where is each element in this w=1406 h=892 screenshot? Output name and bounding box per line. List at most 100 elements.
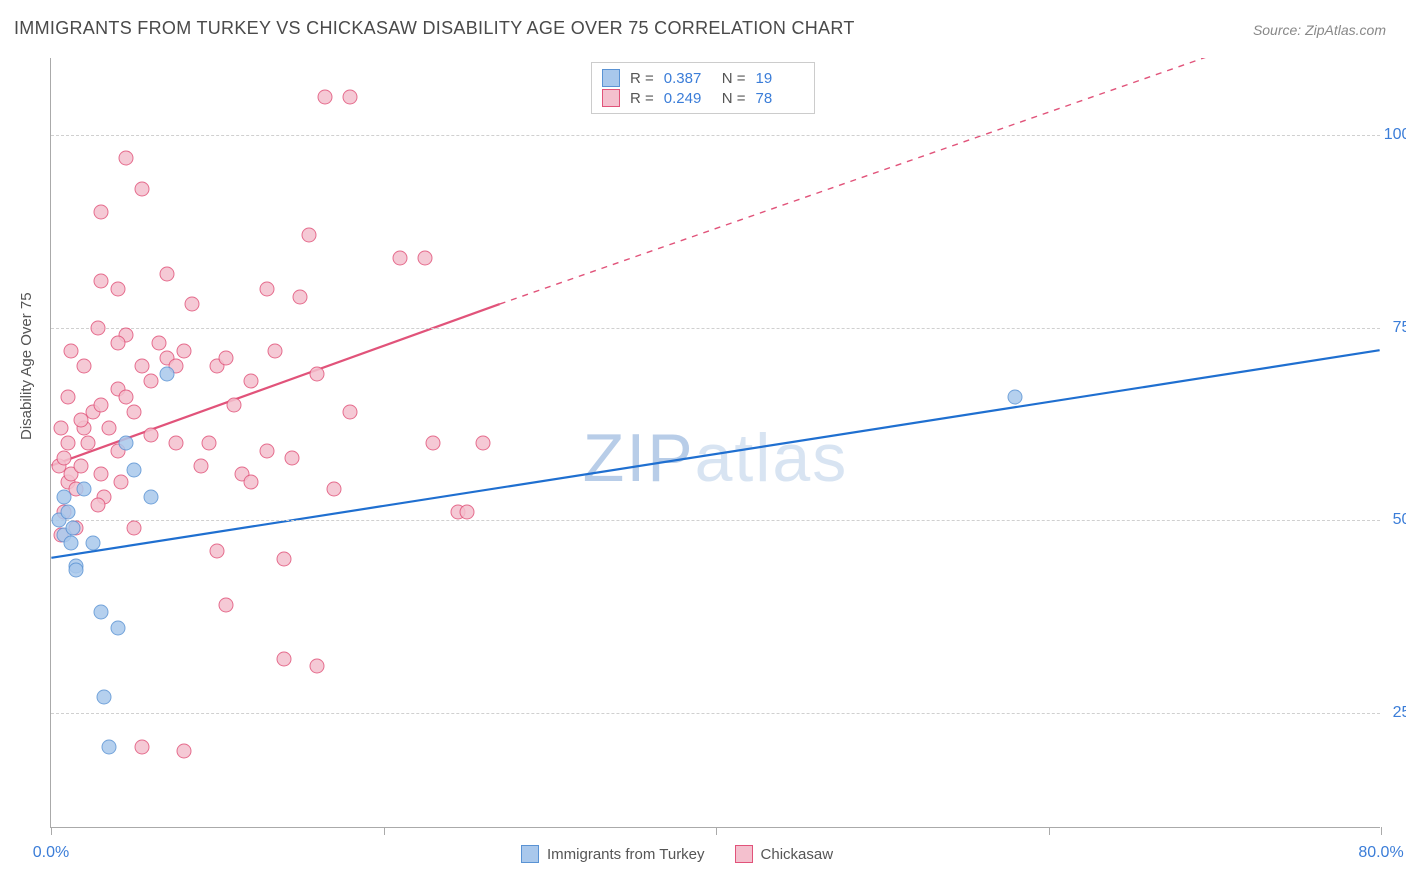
scatter-point — [135, 740, 150, 755]
scatter-point — [1008, 389, 1023, 404]
n-label: N = — [722, 90, 746, 107]
scatter-point — [293, 289, 308, 304]
scatter-point — [135, 359, 150, 374]
scatter-point — [110, 335, 125, 350]
scatter-point — [97, 690, 112, 705]
scatter-point — [93, 397, 108, 412]
legend-swatch — [602, 89, 620, 107]
scatter-point — [343, 405, 358, 420]
scatter-point — [93, 605, 108, 620]
scatter-point — [459, 505, 474, 520]
scatter-point — [77, 482, 92, 497]
scatter-point — [177, 744, 192, 759]
legend-stats: R =0.387N =19R =0.249N =78 — [591, 62, 815, 114]
correlation-chart: IMMIGRANTS FROM TURKEY VS CHICKASAW DISA… — [0, 0, 1406, 892]
x-tick — [1049, 827, 1050, 835]
n-value: 78 — [756, 90, 804, 107]
legend-swatch — [602, 69, 620, 87]
scatter-point — [90, 497, 105, 512]
watermark-zip: ZIP — [583, 420, 695, 496]
legend-series-label: Immigrants from Turkey — [547, 846, 705, 863]
n-label: N = — [722, 70, 746, 87]
scatter-point — [65, 520, 80, 535]
scatter-point — [260, 443, 275, 458]
legend-series: Immigrants from TurkeyChickasaw — [521, 845, 833, 863]
scatter-point — [301, 228, 316, 243]
scatter-point — [53, 420, 68, 435]
scatter-point — [110, 282, 125, 297]
scatter-point — [160, 366, 175, 381]
watermark: ZIPatlas — [583, 419, 848, 497]
scatter-point — [226, 397, 241, 412]
scatter-point — [152, 335, 167, 350]
scatter-point — [57, 451, 72, 466]
source-label: Source: — [1253, 22, 1301, 38]
scatter-point — [426, 436, 441, 451]
legend-swatch — [735, 845, 753, 863]
scatter-point — [80, 436, 95, 451]
legend-stats-row: R =0.249N =78 — [602, 89, 804, 107]
source-attribution: Source: ZipAtlas.com — [1253, 22, 1386, 38]
scatter-point — [218, 597, 233, 612]
scatter-point — [118, 389, 133, 404]
scatter-point — [68, 563, 83, 578]
scatter-point — [260, 282, 275, 297]
r-value: 0.387 — [664, 70, 712, 87]
scatter-point — [63, 343, 78, 358]
scatter-point — [310, 659, 325, 674]
scatter-point — [93, 274, 108, 289]
scatter-point — [326, 482, 341, 497]
scatter-point — [310, 366, 325, 381]
scatter-point — [93, 466, 108, 481]
legend-series-item: Immigrants from Turkey — [521, 845, 705, 863]
scatter-point — [118, 436, 133, 451]
gridline — [51, 328, 1380, 329]
y-tick-label: 50.0% — [1383, 511, 1406, 529]
scatter-point — [177, 343, 192, 358]
scatter-point — [85, 536, 100, 551]
scatter-point — [143, 374, 158, 389]
watermark-atlas: atlas — [695, 420, 849, 496]
scatter-point — [60, 436, 75, 451]
n-value: 19 — [756, 70, 804, 87]
y-tick-label: 25.0% — [1383, 704, 1406, 722]
y-tick-label: 100.0% — [1383, 126, 1406, 144]
scatter-point — [135, 181, 150, 196]
scatter-point — [418, 251, 433, 266]
scatter-point — [127, 462, 142, 477]
scatter-point — [143, 489, 158, 504]
scatter-point — [185, 297, 200, 312]
source-name: ZipAtlas.com — [1305, 22, 1386, 38]
gridline — [51, 713, 1380, 714]
scatter-point — [168, 436, 183, 451]
scatter-point — [77, 359, 92, 374]
scatter-point — [276, 651, 291, 666]
scatter-point — [57, 489, 72, 504]
scatter-point — [218, 351, 233, 366]
scatter-point — [127, 405, 142, 420]
scatter-point — [60, 389, 75, 404]
scatter-point — [73, 459, 88, 474]
x-tick — [51, 827, 52, 835]
scatter-point — [285, 451, 300, 466]
r-label: R = — [630, 90, 654, 107]
legend-stats-row: R =0.387N =19 — [602, 69, 804, 87]
y-tick-label: 75.0% — [1383, 319, 1406, 337]
scatter-point — [268, 343, 283, 358]
scatter-point — [393, 251, 408, 266]
scatter-point — [93, 205, 108, 220]
scatter-point — [476, 436, 491, 451]
x-tick-label: 80.0% — [1358, 844, 1403, 862]
scatter-point — [110, 620, 125, 635]
plot-area: ZIPatlas R =0.387N =19R =0.249N =78 Immi… — [50, 58, 1380, 828]
scatter-point — [63, 536, 78, 551]
gridline — [51, 135, 1380, 136]
scatter-point — [201, 436, 216, 451]
chart-title: IMMIGRANTS FROM TURKEY VS CHICKASAW DISA… — [14, 18, 855, 39]
scatter-point — [143, 428, 158, 443]
scatter-point — [210, 543, 225, 558]
scatter-point — [102, 740, 117, 755]
scatter-point — [90, 320, 105, 335]
x-tick — [1381, 827, 1382, 835]
x-tick-label: 0.0% — [33, 844, 69, 862]
